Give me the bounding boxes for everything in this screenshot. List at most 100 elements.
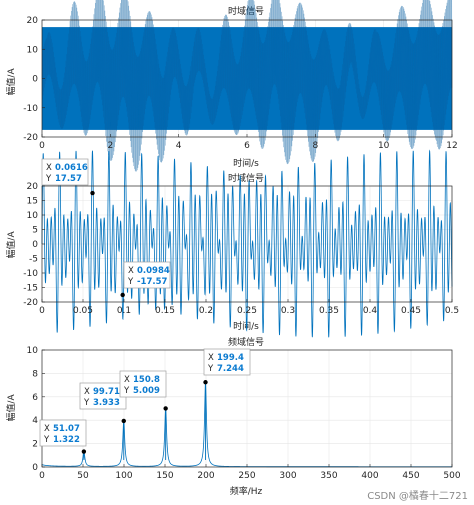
- chart-1-ytick-label-2: 0: [32, 75, 38, 85]
- chart-2-datatip-2-x-label: X: [128, 266, 134, 276]
- chart-3-xtick-label-0: 0: [39, 471, 45, 481]
- chart-3-xtick-label-6: 300: [279, 471, 296, 481]
- chart-2-ytick-label-5: 5: [32, 226, 38, 236]
- chart-1-ytick-label-3: 10: [27, 45, 39, 55]
- chart-3-datatip-1-box: [39, 419, 87, 447]
- chart-2-xtick-label-2: 0.1: [117, 306, 131, 316]
- chart-1-xtick-label-6: 12: [446, 141, 457, 151]
- chart-3-datatip-1-y-value: 1.322: [53, 435, 80, 445]
- chart-1-signal-envelope: [42, 27, 452, 130]
- chart-3-ytick-label-1: 2: [32, 440, 38, 450]
- chart-1-xtick-label-4: 8: [312, 141, 318, 151]
- chart-2-xtick-label-4: 0.2: [199, 306, 213, 316]
- chart-2-datatip-1-x-label: X: [46, 163, 52, 173]
- chart-3-datatip-4-x-value: 199.4: [217, 353, 244, 363]
- chart-3-datatip-2-y-value: 3.933: [93, 398, 120, 408]
- chart-3-datatip-1-x-label: X: [44, 424, 50, 434]
- chart-2-ytick-label-6: 10: [27, 211, 39, 221]
- chart-3-datatip-2-x-label: X: [84, 387, 90, 397]
- chart-2-xtick-label-10: 0.5: [445, 306, 459, 316]
- chart-3-datatip-2-box: [79, 382, 127, 410]
- chart-3-datatip-3-x-value: 150.8: [133, 375, 160, 385]
- chart-2-datatip-1-y-value: 17.57: [55, 174, 82, 184]
- chart-2-datatip-2-y-value: -17.57: [137, 277, 167, 287]
- chart-3-datatip-3-marker[interactable]: [163, 406, 168, 411]
- chart-1-ylabel: 幅值/A: [5, 68, 17, 96]
- chart-3-ytick-label-4: 8: [32, 369, 38, 379]
- chart-2-xtick-label-5: 0.25: [237, 306, 257, 316]
- chart-3-datatip-3-y-value: 5.009: [133, 386, 160, 396]
- chart-1-xtick-label-3: 6: [244, 141, 250, 151]
- chart-2-datatip-1-y-label: Y: [45, 174, 52, 184]
- chart-1-xlabel: 时间/s: [233, 157, 259, 169]
- chart-2-xtick-label-3: 0.15: [155, 306, 175, 316]
- chart-2-title: 时域信号: [228, 172, 264, 184]
- chart-3-xtick-label-7: 350: [320, 471, 337, 481]
- chart-3-xtick-label-4: 200: [197, 471, 214, 481]
- chart-1-xtick-label-5: 10: [378, 141, 390, 151]
- chart-3-datatip-4-y-label: Y: [207, 364, 214, 374]
- chart-3-xtick-label-10: 500: [443, 471, 460, 481]
- chart-3-xtick-label-5: 250: [238, 471, 255, 481]
- chart-2-ytick-label-0: -20: [23, 298, 38, 308]
- chart-3-title: 频域信号: [228, 336, 264, 348]
- chart-3-datatip-4-y-value: 7.244: [217, 364, 244, 374]
- chart-1-series-line: [41, 0, 453, 172]
- chart-2-ylabel: 幅值/A: [5, 231, 17, 259]
- chart-3-grid: [42, 350, 452, 467]
- chart-3-datatip-1-x-value: 51.07: [53, 424, 80, 434]
- chart-2-datatip-2-marker[interactable]: [120, 292, 125, 298]
- chart-1-ytick-label-1: -10: [23, 104, 38, 114]
- chart-3-ylabel: 幅值/A: [5, 394, 17, 422]
- chart-3-datatip-3-box: [119, 370, 167, 398]
- chart-3-datatip-4-marker[interactable]: [203, 380, 208, 385]
- chart-1-xtick-label-1: 2: [107, 141, 113, 151]
- chart-3-datatip-3-y-label: Y: [123, 386, 130, 396]
- chart-2-ytick-label-4: 0: [32, 240, 38, 250]
- chart-3-datatip-2-y-label: Y: [83, 398, 90, 408]
- chart-2-ytick-label-3: -5: [29, 255, 38, 265]
- chart-3-datatip-1-y-label: Y: [43, 435, 50, 445]
- chart-3-datatip-2[interactable]: X 99.71Y 3.933: [79, 382, 127, 410]
- chart-3-xtick-label-8: 400: [361, 471, 378, 481]
- chart-3-xtick-label-9: 450: [402, 471, 419, 481]
- chart-2-ytick-label-1: -15: [23, 284, 38, 294]
- chart-2-datatip-1-box: [41, 158, 89, 186]
- chart-3-datatip-2-marker[interactable]: [121, 418, 126, 424]
- chart-2-datatip-2-box: [123, 261, 171, 289]
- chart-2-xtick-label-0: 0: [39, 306, 45, 316]
- chart-2-datatip-2-y-label: Y: [127, 277, 134, 287]
- chart-2-datatip-1-marker[interactable]: [90, 190, 95, 196]
- chart-3-datatip-2-x-value: 99.71: [93, 387, 120, 397]
- chart-2-ytick-label-2: -10: [23, 269, 38, 279]
- chart-panel-3: 频域信号 频率/Hz 幅值/A 0 50 100 150 200 250 300 350 400…: [5, 336, 461, 497]
- chart-3-datatip-4-box: [203, 348, 251, 376]
- chart-panel-1: 时域信号 时间/s 幅值/A 0 2 4 6 8 10 12 -20 -10 0 10 20: [5, 0, 458, 172]
- chart-2-series-line: [41, 149, 453, 338]
- chart-3-ytick-label-5: 10: [27, 346, 39, 356]
- chart-3-datatip-1-marker[interactable]: [81, 449, 87, 454]
- chart-3-ytick-label-2: 4: [32, 416, 38, 426]
- chart-3-datatip-4-x-label: X: [208, 353, 214, 363]
- chart-3-xtick-label-2: 100: [115, 471, 132, 481]
- chart-3-datatip-3-x-label: X: [124, 375, 130, 385]
- chart-2-xtick-label-9: 0.45: [401, 306, 421, 316]
- chart-panel-2: 时域信号 时间/s 幅值/A 0 0.05 0.1 0.15 0.2 0.25 0.3 0.3…: [5, 149, 459, 338]
- chart-3-ytick-label-3: 6: [32, 393, 38, 403]
- watermark: CSDN @橘春十二721: [367, 489, 468, 502]
- chart-2-datatip-1-x-value: 0.0616: [55, 163, 88, 173]
- chart-2-xtick-label-8: 0.4: [363, 306, 378, 316]
- chart-3-datatip-3[interactable]: X 150.8Y 5.009: [119, 370, 167, 398]
- chart-2-datatip-2-x-value: 0.0984: [137, 266, 170, 276]
- chart-3-datatip-4[interactable]: X 199.4Y 7.244: [203, 348, 251, 376]
- chart-2-xtick-label-7: 0.35: [319, 306, 339, 316]
- chart-3-ytick-label-0: 0: [32, 463, 38, 473]
- chart-2-xtick-label-6: 0.3: [281, 306, 295, 316]
- chart-3-xtick-label-3: 150: [156, 471, 173, 481]
- chart-3-datatip-1[interactable]: X 51.07Y 1.322: [39, 419, 87, 447]
- chart-2-ytick-label-8: 20: [27, 182, 39, 192]
- chart-1-xtick-label-2: 4: [176, 141, 182, 151]
